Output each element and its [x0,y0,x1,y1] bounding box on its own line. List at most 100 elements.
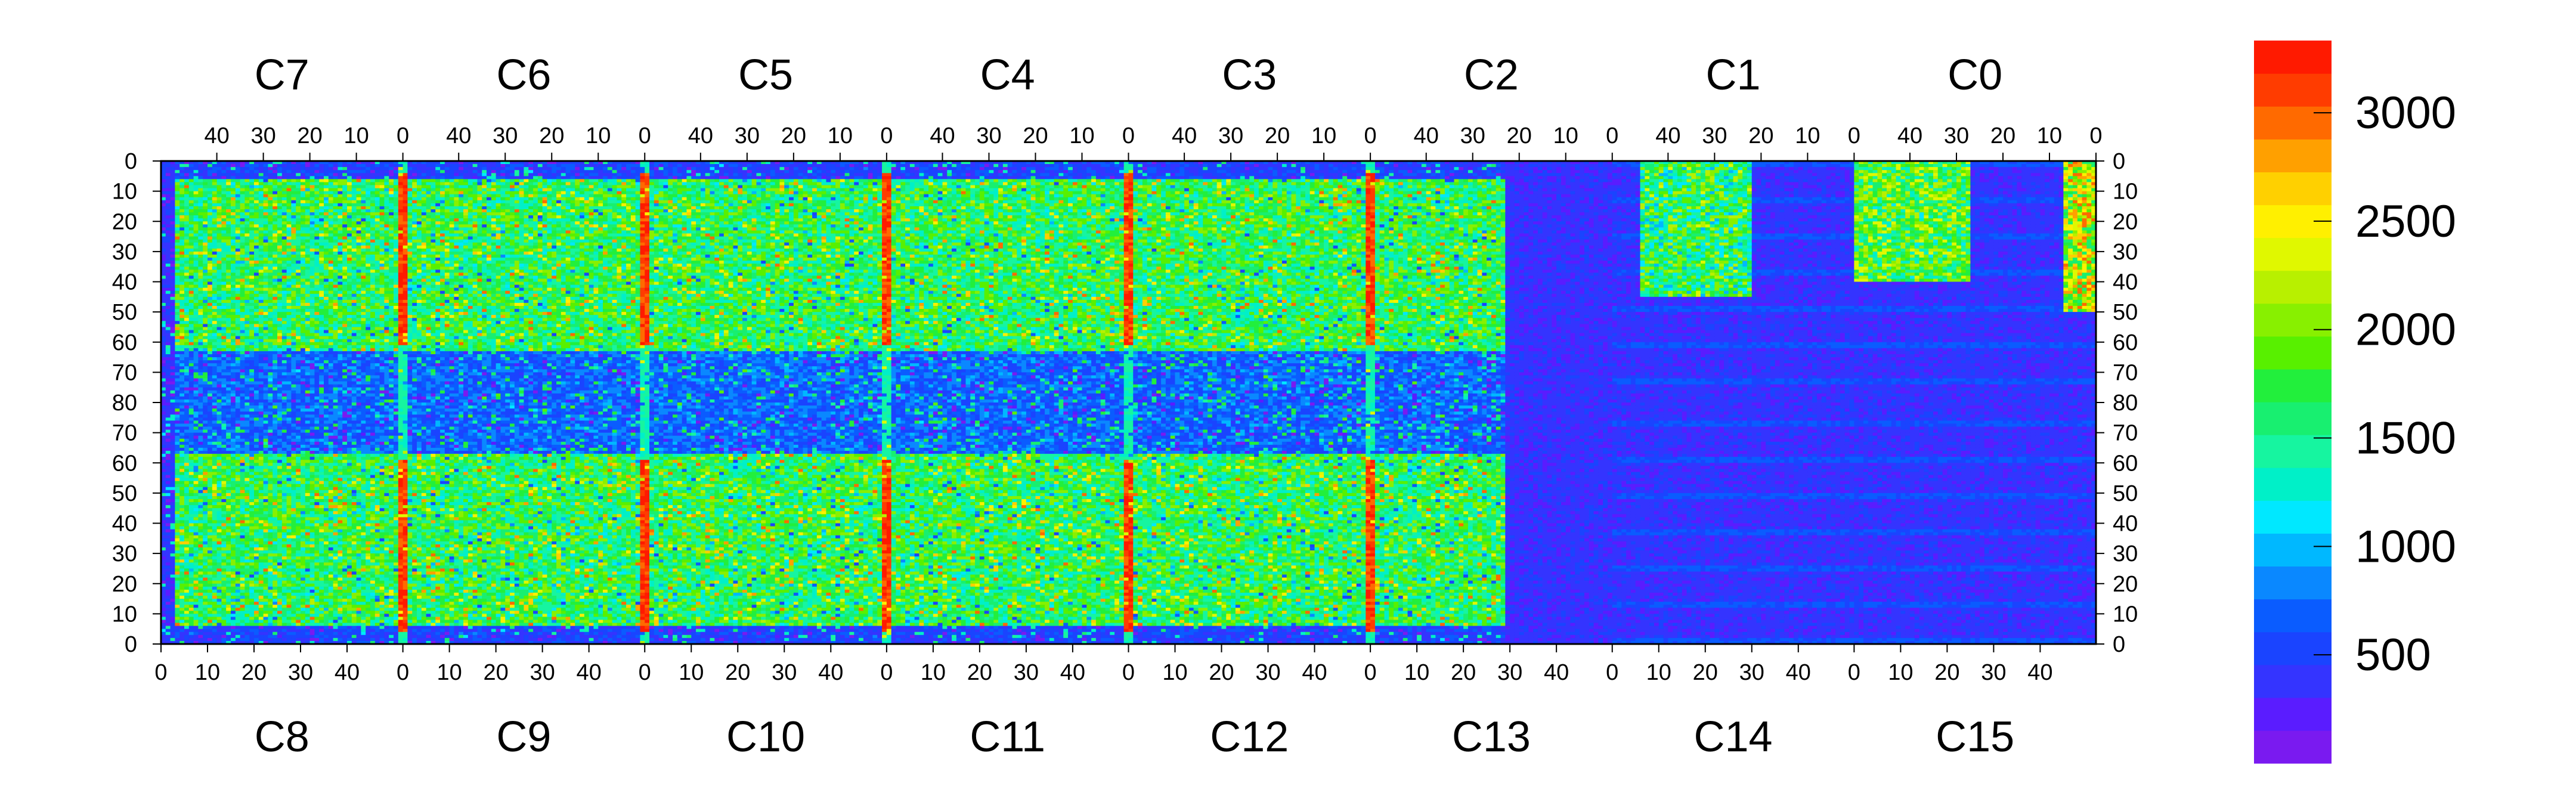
heat-cell [166,270,171,273]
heat-cell [189,330,194,334]
heat-cell [208,227,212,231]
heat-cell [189,408,194,412]
heat-cell [166,433,171,436]
heat-cell [184,502,189,506]
heat-cell [175,559,179,563]
heat-cell [184,327,189,330]
heat-cell [175,309,179,312]
heat-cell [194,294,199,298]
heat-cell [179,258,184,261]
heat-cell [212,366,217,370]
heat-cell [189,562,194,566]
heat-cell [203,466,208,469]
heat-cell [194,249,199,252]
heat-cell [208,179,212,182]
heat-cell [203,547,208,551]
heat-cell [179,553,184,557]
heat-cell [189,448,194,451]
heat-cell [189,568,194,572]
heat-cell [184,200,189,204]
heat-cell [166,417,171,421]
heat-cell [194,264,199,267]
heat-cell [171,246,175,249]
heat-cell [198,408,203,412]
heat-cell [212,505,217,509]
heat-cell [203,475,208,479]
heat-cell [184,330,189,334]
heat-cell [194,417,199,421]
heat-cell [203,218,208,222]
heat-cell [198,209,203,213]
heat-cell [198,562,203,566]
heat-cell [203,436,208,439]
heat-cell [171,191,175,195]
heat-cell [194,200,199,204]
heat-cell [166,252,171,255]
heat-cell [166,300,171,304]
heat-cell [166,212,171,216]
heat-cell [194,191,199,195]
heat-cell [166,224,171,228]
heat-cell [175,514,179,518]
heat-cell [184,215,189,219]
heat-cell [203,258,208,261]
heat-cell [208,541,212,545]
heat-cell [179,463,184,466]
heat-cell [194,188,199,192]
heat-cell [175,544,179,548]
heat-cell [184,278,189,282]
heat-cell [171,436,175,439]
heat-cell [194,626,199,630]
heat-cell [198,275,203,279]
heat-cell [189,252,194,255]
heat-cell [198,315,203,318]
heat-cell [194,388,199,391]
heat-cell [212,442,217,445]
heat-cell [179,493,184,497]
heat-cell [208,556,212,560]
heat-cell [198,517,203,521]
heat-cell [184,379,189,382]
heat-cell [194,327,199,330]
heat-cell [212,336,217,340]
heat-cell [179,324,184,327]
heat-cell [184,430,189,434]
heat-cell [198,460,203,463]
heat-cell [212,493,217,497]
heat-cell [171,414,175,418]
heat-cell [166,255,171,258]
heat-cell [194,572,199,575]
heat-cell [212,221,217,225]
heat-cell [208,466,212,469]
heat-cell [166,475,171,479]
heat-cell [171,397,175,400]
heat-cell [198,400,203,403]
heat-cell [184,179,189,182]
heat-cell [171,333,175,337]
heat-cell [194,339,199,343]
heat-cell [189,484,194,488]
heat-cell [175,300,179,304]
heat-cell [184,414,189,418]
heat-cell [203,291,208,295]
heat-cell [198,327,203,330]
heat-cell [208,267,212,270]
heat-cell [198,348,203,352]
heat-cell [203,230,208,234]
heat-cell [166,436,171,439]
heat-cell [179,345,184,349]
heat-cell [179,379,184,382]
heat-cell [198,493,203,497]
heat-cell [179,167,184,171]
heat-cell [175,270,179,273]
heat-cell [208,442,212,445]
heat-cell [179,481,184,485]
heat-cell [194,442,199,445]
heat-cell [179,478,184,482]
heat-cell [189,596,194,599]
heat-cell [203,417,208,421]
heat-cell [212,430,217,434]
heat-cell [198,427,203,431]
heat-cell [194,499,199,503]
heat-cell [203,249,208,252]
